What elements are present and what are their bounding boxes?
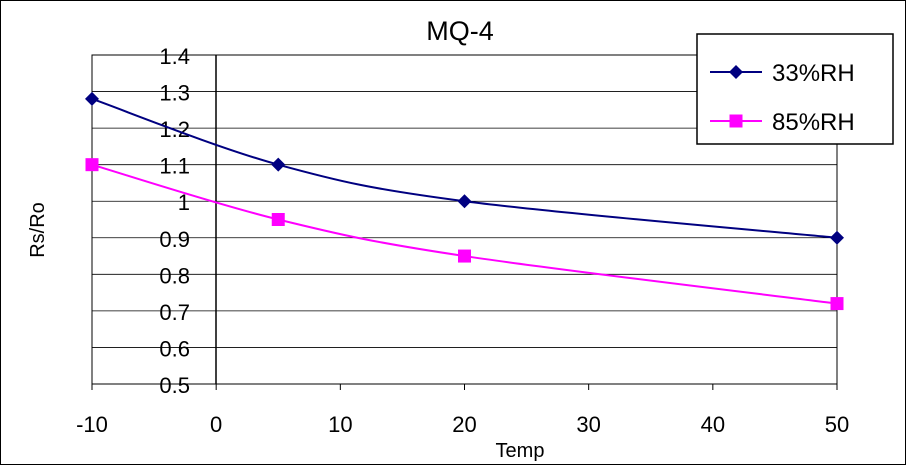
legend-label: 85%RH (772, 109, 855, 136)
x-tick-label: 30 (576, 412, 600, 437)
y-tick-label: 1.3 (159, 81, 190, 106)
chart-title: MQ-4 (426, 16, 494, 46)
data-point-0 (457, 194, 472, 209)
y-tick-label: 1.1 (159, 154, 190, 179)
y-tick-label: 1.4 (159, 44, 190, 69)
data-point-0 (85, 91, 99, 106)
x-tick-label: 40 (701, 412, 725, 437)
y-tick-label: 0.5 (159, 373, 190, 398)
data-point-1 (830, 297, 844, 311)
series-layer (85, 91, 844, 311)
y-tick-label: 0.8 (159, 263, 190, 288)
data-point-0 (830, 230, 844, 245)
series-line-0 (91, 97, 838, 239)
x-axis-label: Temp (496, 440, 545, 462)
y-tick-label: 0.9 (159, 227, 190, 252)
y-tick-label: 1 (178, 190, 190, 215)
x-tick-label: 20 (452, 412, 476, 437)
legend-label: 33%RH (772, 60, 855, 87)
data-point-1 (458, 249, 471, 263)
x-tick-label: 50 (825, 412, 849, 437)
series-line-1 (91, 163, 838, 305)
data-point-0 (271, 157, 286, 172)
y-tick-label: 0.7 (159, 300, 190, 325)
x-tick-labels: -10 0 10 20 30 40 50 (76, 384, 849, 437)
x-tick-label: 10 (328, 412, 352, 437)
data-point-1 (271, 213, 285, 226)
legend: 33%RH 85%RH (696, 33, 894, 145)
y-tick-labels: 0.50.60.70.80.911.11.21.31.4 (159, 44, 190, 398)
x-tick-label: 0 (210, 412, 222, 437)
legend-marker-1 (729, 114, 743, 128)
data-point-1 (85, 158, 99, 172)
x-tick-label: -10 (76, 412, 108, 437)
y-axis-label: Rs/Ro (27, 202, 49, 258)
y-tick-label: 0.6 (159, 336, 190, 361)
legend-marker-0 (729, 65, 743, 79)
